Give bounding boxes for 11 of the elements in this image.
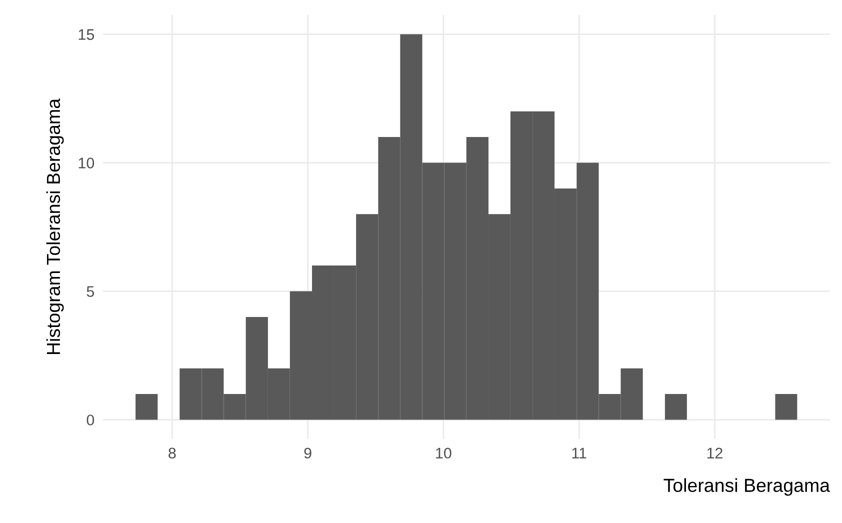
x-tick-label: 8 <box>168 448 176 459</box>
y-tick-label: 10 <box>78 158 94 168</box>
y-tick-label: 15 <box>78 29 94 40</box>
x-axis-title: Toleransi Beragama <box>664 478 830 496</box>
y-tick-label: 0 <box>86 414 94 426</box>
x-tick-label: 10 <box>436 448 452 459</box>
x-tick-label: 9 <box>304 448 312 459</box>
x-tick-label: 12 <box>707 448 722 458</box>
y-tick-label: 5 <box>86 286 94 297</box>
x-tick-label: 11 <box>572 448 586 458</box>
y-axis-title: Histogram Toleransi Beragama <box>46 98 64 354</box>
